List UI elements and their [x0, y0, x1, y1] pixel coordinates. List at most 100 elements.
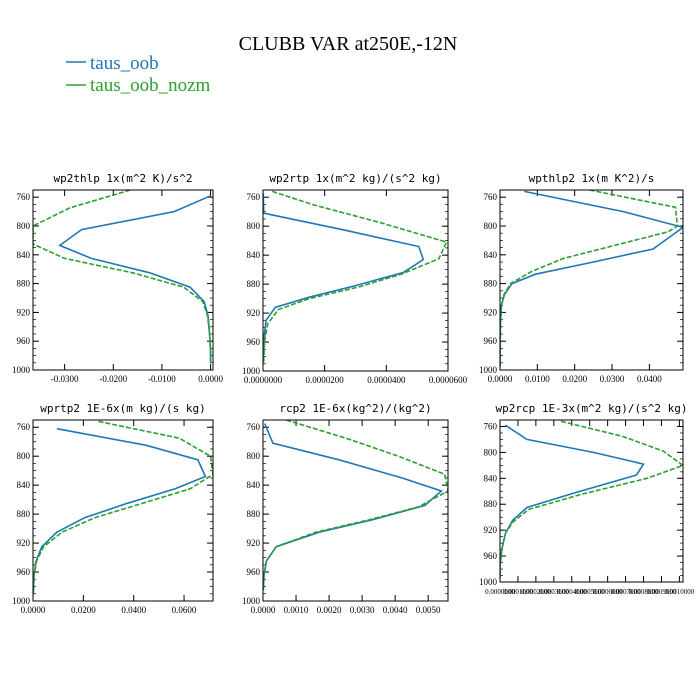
y-tick-label: 880	[247, 509, 261, 519]
legend-label-taus-oob-nozm: taus_oob_nozm	[90, 75, 211, 96]
y-tick-label: 840	[247, 480, 261, 490]
legend: taus_oob taus_oob_nozm	[66, 53, 211, 96]
y-tick-label: 1000	[12, 596, 31, 606]
x-tick-label: 0.0009000	[647, 588, 677, 596]
x-tick-label: 0.0000000	[485, 588, 515, 596]
x-tick-label: 0.0002000	[521, 588, 551, 596]
x-tick-label: -0.0100	[148, 374, 176, 384]
y-tick-label: 800	[247, 451, 261, 461]
panel-frame	[32, 189, 214, 371]
series-line-taus-oob-nozm	[500, 420, 683, 579]
series-line-taus-oob-nozm	[33, 190, 212, 363]
y-tick-label: 920	[247, 538, 261, 548]
x-tick-label: 0.0300	[600, 374, 625, 384]
panel-frame	[262, 189, 449, 372]
panel-1: wp2rtp 1x(m^2 kg)/(s^2 kg) 760 800 840 880 92…	[242, 172, 468, 385]
series-line-taus-oob-nozm	[263, 420, 448, 591]
y-tick-label: 760	[17, 422, 31, 432]
y-tick-label: 880	[484, 279, 498, 289]
series-line-taus-oob-nozm	[263, 190, 448, 364]
x-tick-label: 0.0000000	[244, 375, 283, 385]
y-tick-label: 840	[17, 250, 31, 260]
x-tick-label: 0.0200	[71, 605, 96, 615]
y-tick-label: 800	[484, 447, 498, 457]
series-line-taus-oob	[33, 427, 207, 594]
y-tick-label: 920	[484, 307, 498, 317]
series-line-taus-oob	[500, 190, 683, 367]
panel-title: wp2rcp 1E-3x(m^2 kg)/(s^2 kg)	[495, 402, 687, 415]
y-tick-label: 760	[247, 192, 261, 202]
y-tick-label: 880	[484, 499, 498, 509]
x-tick-label: 0.0400	[121, 605, 146, 615]
x-tick-label: 0.0000	[21, 605, 46, 615]
figure-title: CLUBB VAR at250E,-12N	[239, 33, 458, 55]
x-tick-label: 0.0100	[525, 374, 550, 384]
y-tick-label: 840	[484, 473, 498, 483]
x-tick-label: 0.0008000	[629, 588, 659, 596]
x-tick-label: 0.0010	[284, 605, 309, 615]
y-tick-label: 920	[247, 308, 261, 318]
y-tick-label: 760	[17, 192, 31, 202]
x-tick-label: 0.0000	[488, 374, 513, 384]
y-tick-label: 880	[247, 279, 261, 289]
y-tick-label: 960	[17, 567, 31, 577]
series-line-taus-oob	[500, 424, 645, 579]
x-tick-label: -0.0200	[99, 374, 127, 384]
x-tick-label: 0.0400	[637, 374, 662, 384]
y-tick-label: 920	[17, 307, 31, 317]
x-tick-label: 0.0040	[383, 605, 408, 615]
x-tick-label: 0.0007000	[611, 588, 641, 596]
y-tick-label: 840	[247, 250, 261, 260]
x-tick-label: 0.0020	[317, 605, 342, 615]
y-tick-label: 880	[17, 279, 31, 289]
series-line-taus-oob	[263, 193, 425, 357]
y-tick-label: 920	[17, 538, 31, 548]
y-tick-label: 1000	[479, 577, 498, 587]
x-tick-label: 0.0000400	[367, 375, 406, 385]
panel-5: wp2rcp 1E-3x(m^2 kg)/(s^2 kg) 760 800 840 88…	[479, 402, 695, 596]
panel-title: wprtp2 1E-6x(m kg)/(s kg)	[40, 402, 206, 415]
x-tick-label: 0.0000600	[429, 375, 468, 385]
x-tick-label: 0.0000	[251, 605, 276, 615]
y-tick-label: 800	[17, 451, 31, 461]
series-line-taus-oob	[263, 423, 443, 591]
y-tick-label: 1000	[479, 365, 498, 375]
x-tick-label: 0.0030	[350, 605, 375, 615]
y-tick-label: 1000	[12, 365, 31, 375]
x-tick-label: 0.0003000	[539, 588, 569, 596]
y-tick-label: 960	[484, 336, 498, 346]
panel-frame	[32, 419, 214, 602]
x-tick-label: 0.0006000	[593, 588, 623, 596]
panel-title: wpthlp2 1x(m K^2)/s	[529, 172, 655, 185]
y-tick-label: 800	[247, 221, 261, 231]
y-tick-label: 960	[484, 551, 498, 561]
panel-4: rcp2 1E-6x(kg^2)/(kg^2) 760 800 840 880 920 96…	[242, 402, 449, 615]
x-tick-label: 0.0004000	[557, 588, 587, 596]
series-line-taus-oob-nozm	[33, 420, 213, 594]
panel-title: wp2rtp 1x(m^2 kg)/(s^2 kg)	[269, 172, 441, 185]
panel-title: rcp2 1E-6x(kg^2)/(kg^2)	[279, 402, 431, 415]
y-tick-label: 960	[247, 337, 261, 347]
y-tick-label: 880	[17, 509, 31, 519]
x-tick-label: 0.0050	[416, 605, 441, 615]
x-tick-label: 0.0005000	[575, 588, 605, 596]
panels: wp2thlp 1x(m^2 K)/s^2 760 800 840 880 920 960 1…	[12, 172, 695, 615]
y-tick-label: 760	[484, 421, 498, 431]
legend-label-taus-oob: taus_oob	[90, 53, 159, 74]
x-tick-label: 0.0600	[172, 605, 197, 615]
panel-3: wprtp2 1E-6x(m kg)/(s kg) 760 800 840 880 920…	[12, 402, 214, 615]
y-tick-label: 840	[17, 480, 31, 490]
y-tick-label: 760	[247, 422, 261, 432]
y-tick-label: 920	[484, 525, 498, 535]
panel-frame	[262, 419, 449, 602]
y-tick-label: 800	[484, 221, 498, 231]
x-tick-label: 0.0000	[198, 374, 223, 384]
x-tick-label: 0.0200	[562, 374, 587, 384]
series-line-taus-oob	[58, 195, 212, 363]
panel-frame	[499, 189, 684, 371]
x-tick-label: -0.0300	[51, 374, 79, 384]
x-tick-label: 0.0010000	[665, 588, 695, 596]
y-tick-label: 1000	[242, 366, 261, 376]
panel-2: wpthlp2 1x(m K^2)/s 760 800 840 880 920 960 100…	[479, 172, 684, 384]
